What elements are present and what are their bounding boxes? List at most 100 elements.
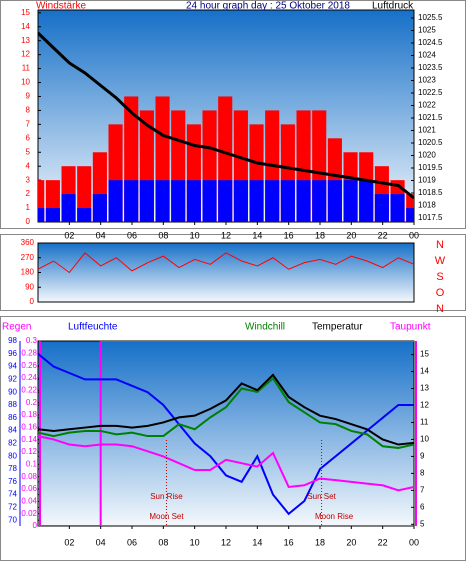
wind-bar bbox=[390, 194, 405, 222]
direction-label: N bbox=[436, 303, 444, 315]
y-tick-label: 94 bbox=[8, 362, 17, 371]
y-tick-label: 1 bbox=[26, 203, 31, 212]
y-tick-label: 8 bbox=[26, 106, 31, 115]
y-tick-label: 7 bbox=[420, 485, 425, 494]
y-tick-label: 15 bbox=[420, 350, 429, 359]
wind-bar bbox=[77, 208, 92, 222]
direction-label: S bbox=[436, 271, 443, 283]
y-tick-label: 0.04 bbox=[21, 496, 37, 505]
y-tick-label: 84 bbox=[8, 426, 17, 435]
wind-bar bbox=[202, 180, 217, 222]
y-tick-label: 15 bbox=[21, 8, 30, 17]
y-tick-label: 180 bbox=[21, 268, 35, 277]
y-tick-label: 1019 bbox=[418, 176, 436, 185]
y-tick-label: 14 bbox=[420, 367, 429, 376]
y-tick-label: 0.18 bbox=[21, 410, 37, 419]
y-tick-label: 0.3 bbox=[26, 336, 38, 345]
y-tick-label: 0.06 bbox=[21, 484, 37, 493]
x-tick-label: 06 bbox=[127, 537, 137, 547]
wind-bar bbox=[312, 180, 327, 222]
x-tick-label: 18 bbox=[315, 537, 325, 547]
y-tick-label: 11 bbox=[22, 64, 31, 73]
wind-bar bbox=[249, 180, 264, 222]
wind-bar bbox=[38, 208, 45, 222]
x-tick-label: 16 bbox=[284, 537, 294, 547]
y-tick-label: 13 bbox=[420, 384, 429, 393]
wind-bar bbox=[139, 180, 154, 222]
y-tick-label: 8 bbox=[420, 468, 425, 477]
y-tick-label: 1024 bbox=[418, 51, 436, 60]
axis-title: Windstärke bbox=[36, 1, 86, 12]
y-tick-label: 0.08 bbox=[21, 472, 37, 481]
y-tick-label: 0.26 bbox=[21, 361, 37, 370]
series-line bbox=[38, 435, 414, 492]
y-tick-label: 80 bbox=[8, 451, 17, 460]
y-tick-label: 1021.5 bbox=[418, 113, 443, 122]
y-tick-label: 76 bbox=[8, 477, 17, 486]
annotation: Sun Set bbox=[307, 492, 336, 501]
y-tick-label: 360 bbox=[21, 238, 35, 247]
wind-bar bbox=[108, 180, 123, 222]
y-tick-label: 0.14 bbox=[21, 435, 37, 444]
legend-label: Windchill bbox=[245, 322, 285, 333]
axis-title: Luftdruck bbox=[372, 1, 414, 12]
y-tick-label: 12 bbox=[420, 401, 429, 410]
plot-area bbox=[37, 340, 415, 527]
y-tick-label: 1018.5 bbox=[418, 188, 443, 197]
x-tick-label: 10 bbox=[190, 537, 200, 547]
x-tick-label: 22 bbox=[378, 230, 388, 240]
y-tick-label: 11 bbox=[420, 418, 429, 427]
series-line bbox=[38, 376, 414, 449]
y-tick-label: 1025.5 bbox=[418, 13, 443, 22]
y-tick-label: 2 bbox=[26, 189, 31, 198]
y-tick-label: 1022 bbox=[418, 101, 436, 110]
y-tick-label: 1022.5 bbox=[418, 88, 443, 97]
y-tick-label: 0.2 bbox=[26, 398, 38, 407]
y-tick-label: 88 bbox=[8, 400, 17, 409]
x-tick-label: 14 bbox=[252, 230, 262, 240]
wind-bar bbox=[155, 180, 170, 222]
legend-label: Luftfeuchte bbox=[68, 322, 118, 333]
series-line bbox=[38, 373, 414, 446]
direction-label: O bbox=[436, 287, 445, 299]
wind-bar bbox=[61, 194, 76, 222]
direction-label: W bbox=[435, 255, 446, 267]
legend-label: Temperatur bbox=[312, 322, 363, 333]
y-tick-label: 0.28 bbox=[21, 348, 37, 357]
y-tick-label: 92 bbox=[8, 375, 17, 384]
x-tick-label: 00 bbox=[409, 537, 419, 547]
x-tick-label: 04 bbox=[96, 230, 106, 240]
y-tick-label: 74 bbox=[8, 490, 17, 499]
y-tick-label: 72 bbox=[8, 503, 17, 512]
y-tick-label: 1018 bbox=[418, 201, 436, 210]
series-layer bbox=[38, 252, 414, 274]
chart-title: 24 hour graph day : 25 Oktober 2018 bbox=[186, 1, 350, 12]
y-tick-label: 1020.5 bbox=[418, 138, 443, 147]
x-tick-label: 22 bbox=[378, 537, 388, 547]
legend-label: Regen bbox=[2, 322, 31, 333]
y-tick-label: 10 bbox=[420, 435, 429, 444]
x-tick-label: 12 bbox=[221, 537, 231, 547]
annotation: Moon Set bbox=[149, 512, 184, 521]
legend-label: Taupunkt bbox=[390, 322, 431, 333]
wind-bar bbox=[218, 180, 233, 222]
y-tick-label: 70 bbox=[8, 515, 17, 524]
y-tick-label: 86 bbox=[8, 413, 17, 422]
panel-frame bbox=[0, 0, 466, 229]
wind-bar bbox=[45, 208, 60, 222]
x-tick-label: 08 bbox=[158, 230, 168, 240]
y-tick-label: 0 bbox=[26, 217, 31, 226]
y-tick-label: 14 bbox=[21, 22, 30, 31]
wind-bar bbox=[186, 180, 201, 222]
wind-bar bbox=[38, 180, 45, 222]
y-tick-label: 0.02 bbox=[21, 509, 37, 518]
wind-bar bbox=[171, 180, 186, 222]
x-tick-label: 06 bbox=[127, 230, 137, 240]
series-line bbox=[38, 341, 414, 526]
y-tick-label: 1023 bbox=[418, 76, 436, 85]
series-layer bbox=[38, 31, 414, 222]
y-tick-label: 1024.5 bbox=[418, 38, 443, 47]
y-tick-label: 0.12 bbox=[21, 447, 37, 456]
x-tick-label: 14 bbox=[252, 537, 262, 547]
wind-bar bbox=[280, 180, 295, 222]
